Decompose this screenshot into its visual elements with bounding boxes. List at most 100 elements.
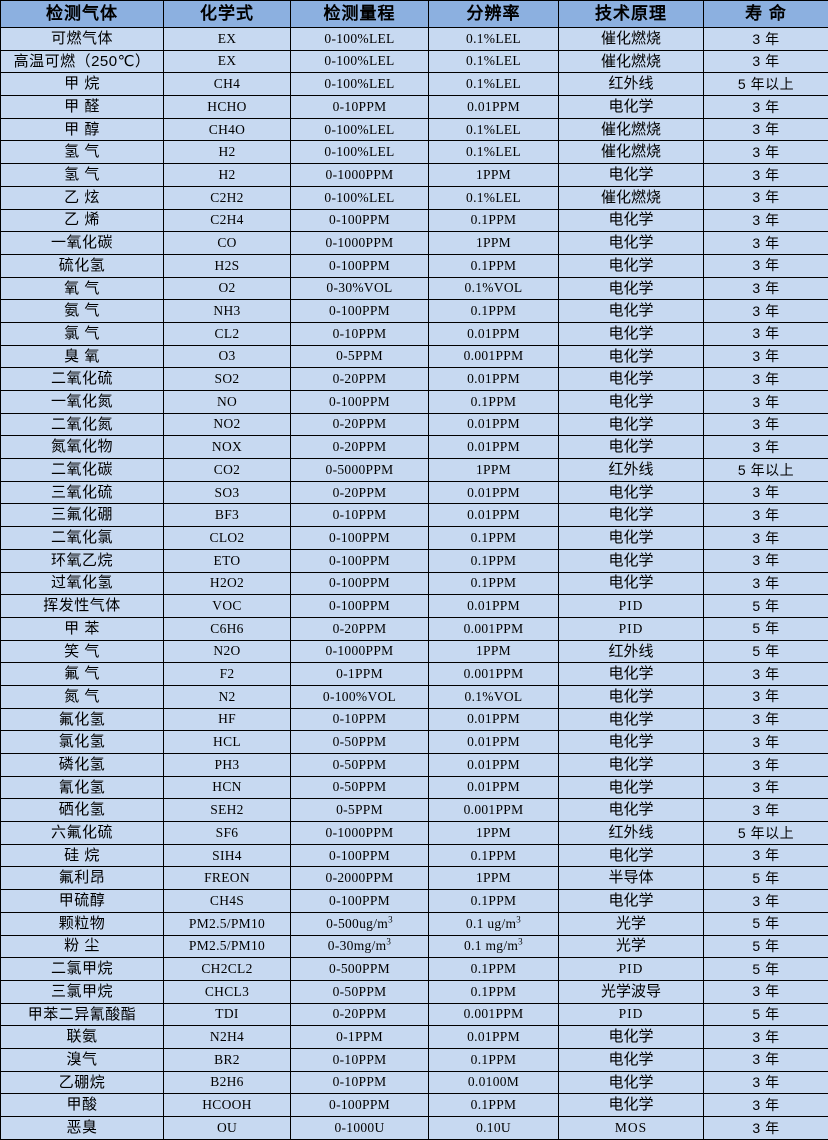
cell-resolution: 0.1PPM bbox=[429, 958, 559, 981]
cell-resolution: 0.1 ug/m3 bbox=[429, 912, 559, 935]
cell-chemical-formula: TDI bbox=[164, 1003, 291, 1026]
cell-technology: 电化学 bbox=[559, 277, 704, 300]
cell-detection-range: 0-100%LEL bbox=[291, 118, 429, 141]
cell-gas-name: 甲 苯 bbox=[1, 617, 164, 640]
cell-resolution: 0.1%LEL bbox=[429, 141, 559, 164]
cell-technology: 电化学 bbox=[559, 754, 704, 777]
cell-resolution: 0.01PPM bbox=[429, 595, 559, 618]
cell-technology: 催化燃烧 bbox=[559, 50, 704, 73]
cell-chemical-formula: H2 bbox=[164, 141, 291, 164]
cell-resolution: 0.1PPM bbox=[429, 254, 559, 277]
cell-resolution: 0.001PPM bbox=[429, 617, 559, 640]
cell-gas-name: 三氯甲烷 bbox=[1, 980, 164, 1003]
cell-technology: 电化学 bbox=[559, 322, 704, 345]
cell-gas-name: 过氧化氢 bbox=[1, 572, 164, 595]
cell-technology: 电化学 bbox=[559, 527, 704, 550]
cell-detection-range: 0-30%VOL bbox=[291, 277, 429, 300]
cell-resolution: 0.01PPM bbox=[429, 96, 559, 119]
cell-technology: 电化学 bbox=[559, 345, 704, 368]
cell-detection-range: 0-50PPM bbox=[291, 980, 429, 1003]
cell-chemical-formula: HCN bbox=[164, 776, 291, 799]
cell-chemical-formula: H2 bbox=[164, 164, 291, 187]
cell-chemical-formula: CO2 bbox=[164, 459, 291, 482]
cell-detection-range: 0-100PPM bbox=[291, 572, 429, 595]
column-header-gas-name: 检测气体 bbox=[1, 1, 164, 28]
cell-technology: 电化学 bbox=[559, 96, 704, 119]
cell-lifespan: 3 年 bbox=[704, 209, 828, 232]
cell-chemical-formula: B2H6 bbox=[164, 1071, 291, 1094]
cell-detection-range: 0-100%LEL bbox=[291, 141, 429, 164]
cell-technology: 电化学 bbox=[559, 890, 704, 913]
cell-detection-range: 0-100PPM bbox=[291, 391, 429, 414]
cell-lifespan: 3 年 bbox=[704, 504, 828, 527]
cell-resolution: 1PPM bbox=[429, 164, 559, 187]
cell-gas-name: 高温可燃（250℃） bbox=[1, 50, 164, 73]
cell-technology: 电化学 bbox=[559, 368, 704, 391]
cell-detection-range: 0-20PPM bbox=[291, 436, 429, 459]
cell-resolution: 0.1PPM bbox=[429, 209, 559, 232]
cell-gas-name: 甲 醇 bbox=[1, 118, 164, 141]
cell-detection-range: 0-1PPM bbox=[291, 1026, 429, 1049]
column-header-detection-range: 检测量程 bbox=[291, 1, 429, 28]
cell-lifespan: 3 年 bbox=[704, 527, 828, 550]
cell-gas-name: 臭 氧 bbox=[1, 345, 164, 368]
cell-resolution: 0.10U bbox=[429, 1117, 559, 1140]
cell-lifespan: 3 年 bbox=[704, 708, 828, 731]
cell-resolution: 0.01PPM bbox=[429, 436, 559, 459]
cell-lifespan: 3 年 bbox=[704, 1094, 828, 1117]
cell-gas-name: 二氧化碳 bbox=[1, 459, 164, 482]
cell-resolution: 0.01PPM bbox=[429, 731, 559, 754]
cell-chemical-formula: CO bbox=[164, 232, 291, 255]
cell-detection-range: 0-5PPM bbox=[291, 799, 429, 822]
cell-detection-range: 0-10PPM bbox=[291, 504, 429, 527]
cell-gas-name: 甲 醛 bbox=[1, 96, 164, 119]
cell-gas-name: 乙硼烷 bbox=[1, 1071, 164, 1094]
cell-gas-name: 硫化氢 bbox=[1, 254, 164, 277]
cell-lifespan: 3 年 bbox=[704, 413, 828, 436]
cell-chemical-formula: CH2CL2 bbox=[164, 958, 291, 981]
cell-chemical-formula: CH4S bbox=[164, 890, 291, 913]
column-header-chemical-formula: 化学式 bbox=[164, 1, 291, 28]
cell-technology: 电化学 bbox=[559, 731, 704, 754]
cell-lifespan: 3 年 bbox=[704, 141, 828, 164]
cell-lifespan: 3 年 bbox=[704, 844, 828, 867]
cell-lifespan: 5 年 bbox=[704, 867, 828, 890]
cell-lifespan: 3 年 bbox=[704, 28, 828, 51]
cell-gas-name: 硒化氢 bbox=[1, 799, 164, 822]
cell-lifespan: 3 年 bbox=[704, 50, 828, 73]
cell-technology: 电化学 bbox=[559, 572, 704, 595]
cell-technology: 半导体 bbox=[559, 867, 704, 890]
cell-gas-name: 硅 烷 bbox=[1, 844, 164, 867]
cell-lifespan: 5 年以上 bbox=[704, 459, 828, 482]
cell-gas-name: 甲苯二异氰酸酯 bbox=[1, 1003, 164, 1026]
header-row: 检测气体 化学式 检测量程 分辨率 技术原理 寿 命 bbox=[1, 1, 828, 28]
cell-detection-range: 0-10PPM bbox=[291, 322, 429, 345]
cell-gas-name: 可燃气体 bbox=[1, 28, 164, 51]
column-header-resolution: 分辨率 bbox=[429, 1, 559, 28]
cell-technology: 红外线 bbox=[559, 459, 704, 482]
cell-lifespan: 3 年 bbox=[704, 663, 828, 686]
cell-gas-name: 颗粒物 bbox=[1, 912, 164, 935]
cell-technology: MOS bbox=[559, 1117, 704, 1140]
cell-detection-range: 0-20PPM bbox=[291, 617, 429, 640]
column-header-lifespan: 寿 命 bbox=[704, 1, 828, 28]
cell-chemical-formula: O2 bbox=[164, 277, 291, 300]
cell-chemical-formula: FREON bbox=[164, 867, 291, 890]
cell-lifespan: 3 年 bbox=[704, 164, 828, 187]
cell-detection-range: 0-100%VOL bbox=[291, 685, 429, 708]
cell-lifespan: 5 年 bbox=[704, 912, 828, 935]
cell-gas-name: 三氟化硼 bbox=[1, 504, 164, 527]
